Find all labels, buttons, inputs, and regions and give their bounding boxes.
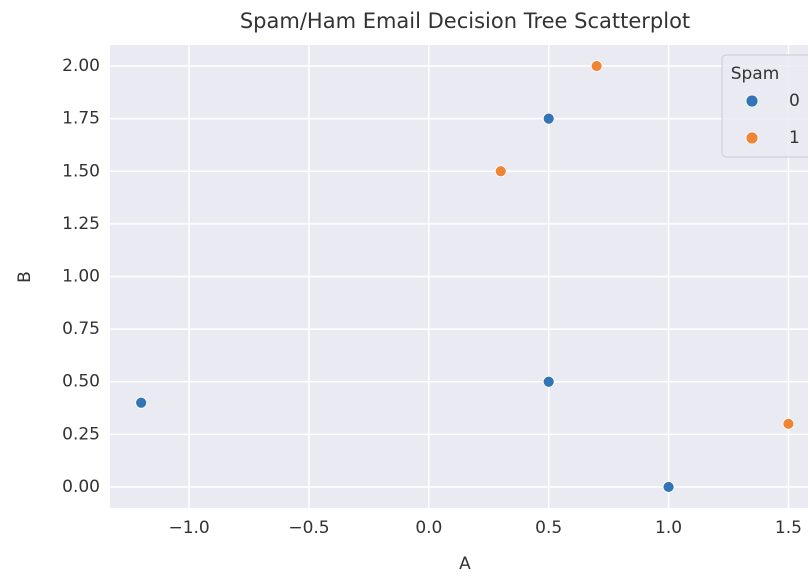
y-tick-label: 0.50 — [62, 372, 100, 392]
y-tick-label: 0.75 — [62, 319, 100, 339]
legend-label: 0 — [789, 91, 800, 111]
x-tick-label: 0.5 — [535, 518, 562, 538]
legend-box — [721, 54, 808, 158]
y-tick-label: 1.50 — [62, 161, 100, 181]
legend-label: 1 — [789, 128, 800, 148]
y-tick-label: 2.00 — [62, 56, 100, 76]
y-tick-label: 0.00 — [62, 477, 100, 497]
chart-title: Spam/Ham Email Decision Tree Scatterplot — [240, 9, 690, 33]
y-tick-label: 0.25 — [62, 424, 100, 444]
x-tick-label: −1.0 — [168, 518, 209, 538]
point — [662, 481, 675, 493]
x-tick-label: 1.5 — [775, 518, 802, 538]
point — [494, 165, 507, 178]
y-tick-label: 1.75 — [62, 109, 100, 129]
point — [590, 60, 603, 72]
x-tick-label: −0.5 — [288, 518, 329, 538]
point — [782, 417, 795, 430]
point — [542, 112, 555, 125]
legend-marker — [745, 94, 759, 108]
point — [135, 396, 148, 409]
legend-marker — [745, 131, 759, 145]
y-tick-label: 1.00 — [62, 267, 100, 287]
y-tick-label: 1.25 — [62, 214, 100, 234]
y-axis-label: B — [15, 271, 35, 283]
legend-title: Spam — [731, 64, 780, 84]
x-tick-label: 1.0 — [655, 518, 682, 538]
point — [542, 375, 555, 388]
x-axis-label: A — [459, 554, 471, 574]
x-tick-label: 0.0 — [415, 518, 442, 538]
